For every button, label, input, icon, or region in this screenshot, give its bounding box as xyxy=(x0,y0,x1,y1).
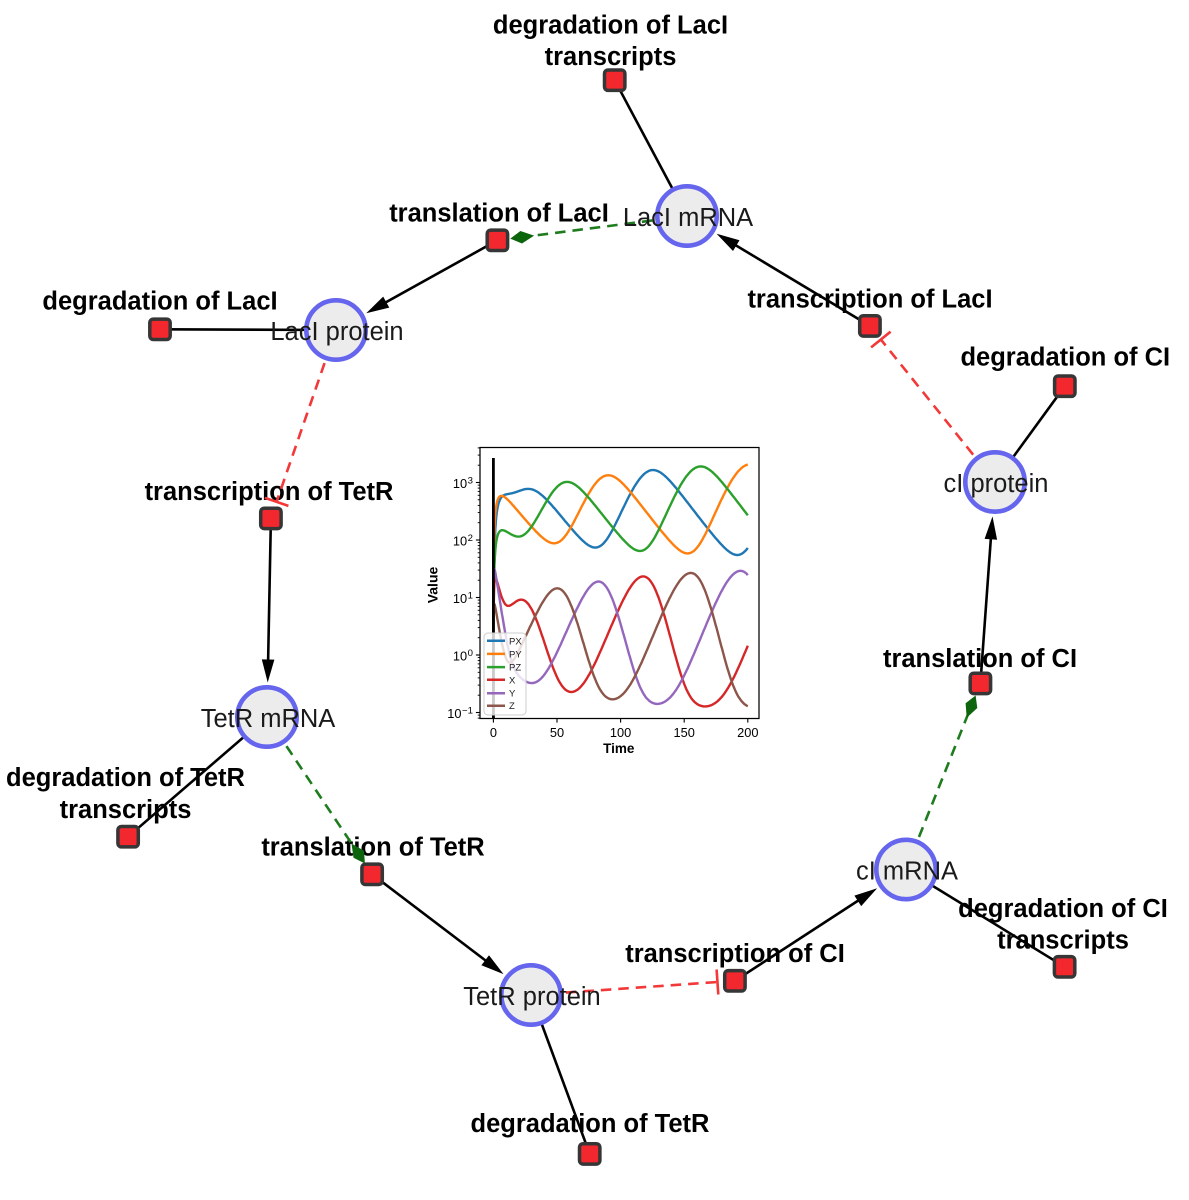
svg-text:degradation of LacI: degradation of LacI xyxy=(493,11,728,39)
svg-text:cI protein: cI protein xyxy=(944,470,1049,498)
svg-text:100: 100 xyxy=(610,725,631,740)
svg-text:10: 10 xyxy=(453,591,467,606)
svg-text:cI mRNA: cI mRNA xyxy=(856,858,958,886)
svg-text:50: 50 xyxy=(550,725,564,740)
svg-text:degradation of CI: degradation of CI xyxy=(960,344,1170,372)
svg-text:translation of TetR: translation of TetR xyxy=(261,834,484,862)
svg-text:Value: Value xyxy=(425,567,441,604)
svg-text:2: 2 xyxy=(468,533,473,544)
svg-text:transcription of TetR: transcription of TetR xyxy=(145,478,394,506)
svg-text:200: 200 xyxy=(737,725,758,740)
svg-text:10: 10 xyxy=(453,649,467,664)
svg-text:PZ: PZ xyxy=(509,663,521,674)
svg-text:10: 10 xyxy=(447,706,461,721)
svg-text:degradation of LacI: degradation of LacI xyxy=(42,288,277,316)
svg-text:LacI mRNA: LacI mRNA xyxy=(623,204,753,232)
svg-text:TetR mRNA: TetR mRNA xyxy=(201,705,336,733)
svg-text:degradation of CI: degradation of CI xyxy=(958,895,1168,923)
svg-text:Z: Z xyxy=(509,701,515,712)
svg-text:translation of CI: translation of CI xyxy=(883,645,1077,673)
svg-text:transcripts: transcripts xyxy=(997,926,1129,954)
svg-text:transcription of LacI: transcription of LacI xyxy=(747,285,992,313)
svg-text:PX: PX xyxy=(509,636,522,647)
svg-text:1: 1 xyxy=(468,591,473,602)
svg-text:Time: Time xyxy=(603,741,635,756)
svg-text:0: 0 xyxy=(490,725,497,740)
svg-text:0: 0 xyxy=(468,648,473,659)
svg-text:transcripts: transcripts xyxy=(545,43,677,71)
svg-text:10: 10 xyxy=(453,476,467,491)
svg-text:10: 10 xyxy=(453,534,467,549)
svg-text:degradation of TetR: degradation of TetR xyxy=(6,764,245,792)
svg-text:LacI protein: LacI protein xyxy=(270,318,403,346)
svg-text:X: X xyxy=(509,675,516,686)
svg-text:−1: −1 xyxy=(462,706,473,717)
svg-text:degradation of TetR: degradation of TetR xyxy=(471,1110,710,1138)
svg-text:PY: PY xyxy=(509,649,522,660)
svg-text:3: 3 xyxy=(468,476,473,487)
svg-text:Y: Y xyxy=(509,689,516,700)
svg-text:TetR protein: TetR protein xyxy=(463,983,601,1011)
svg-text:150: 150 xyxy=(674,725,695,740)
svg-text:translation of LacI: translation of LacI xyxy=(389,199,609,227)
svg-text:transcription of CI: transcription of CI xyxy=(625,940,845,968)
